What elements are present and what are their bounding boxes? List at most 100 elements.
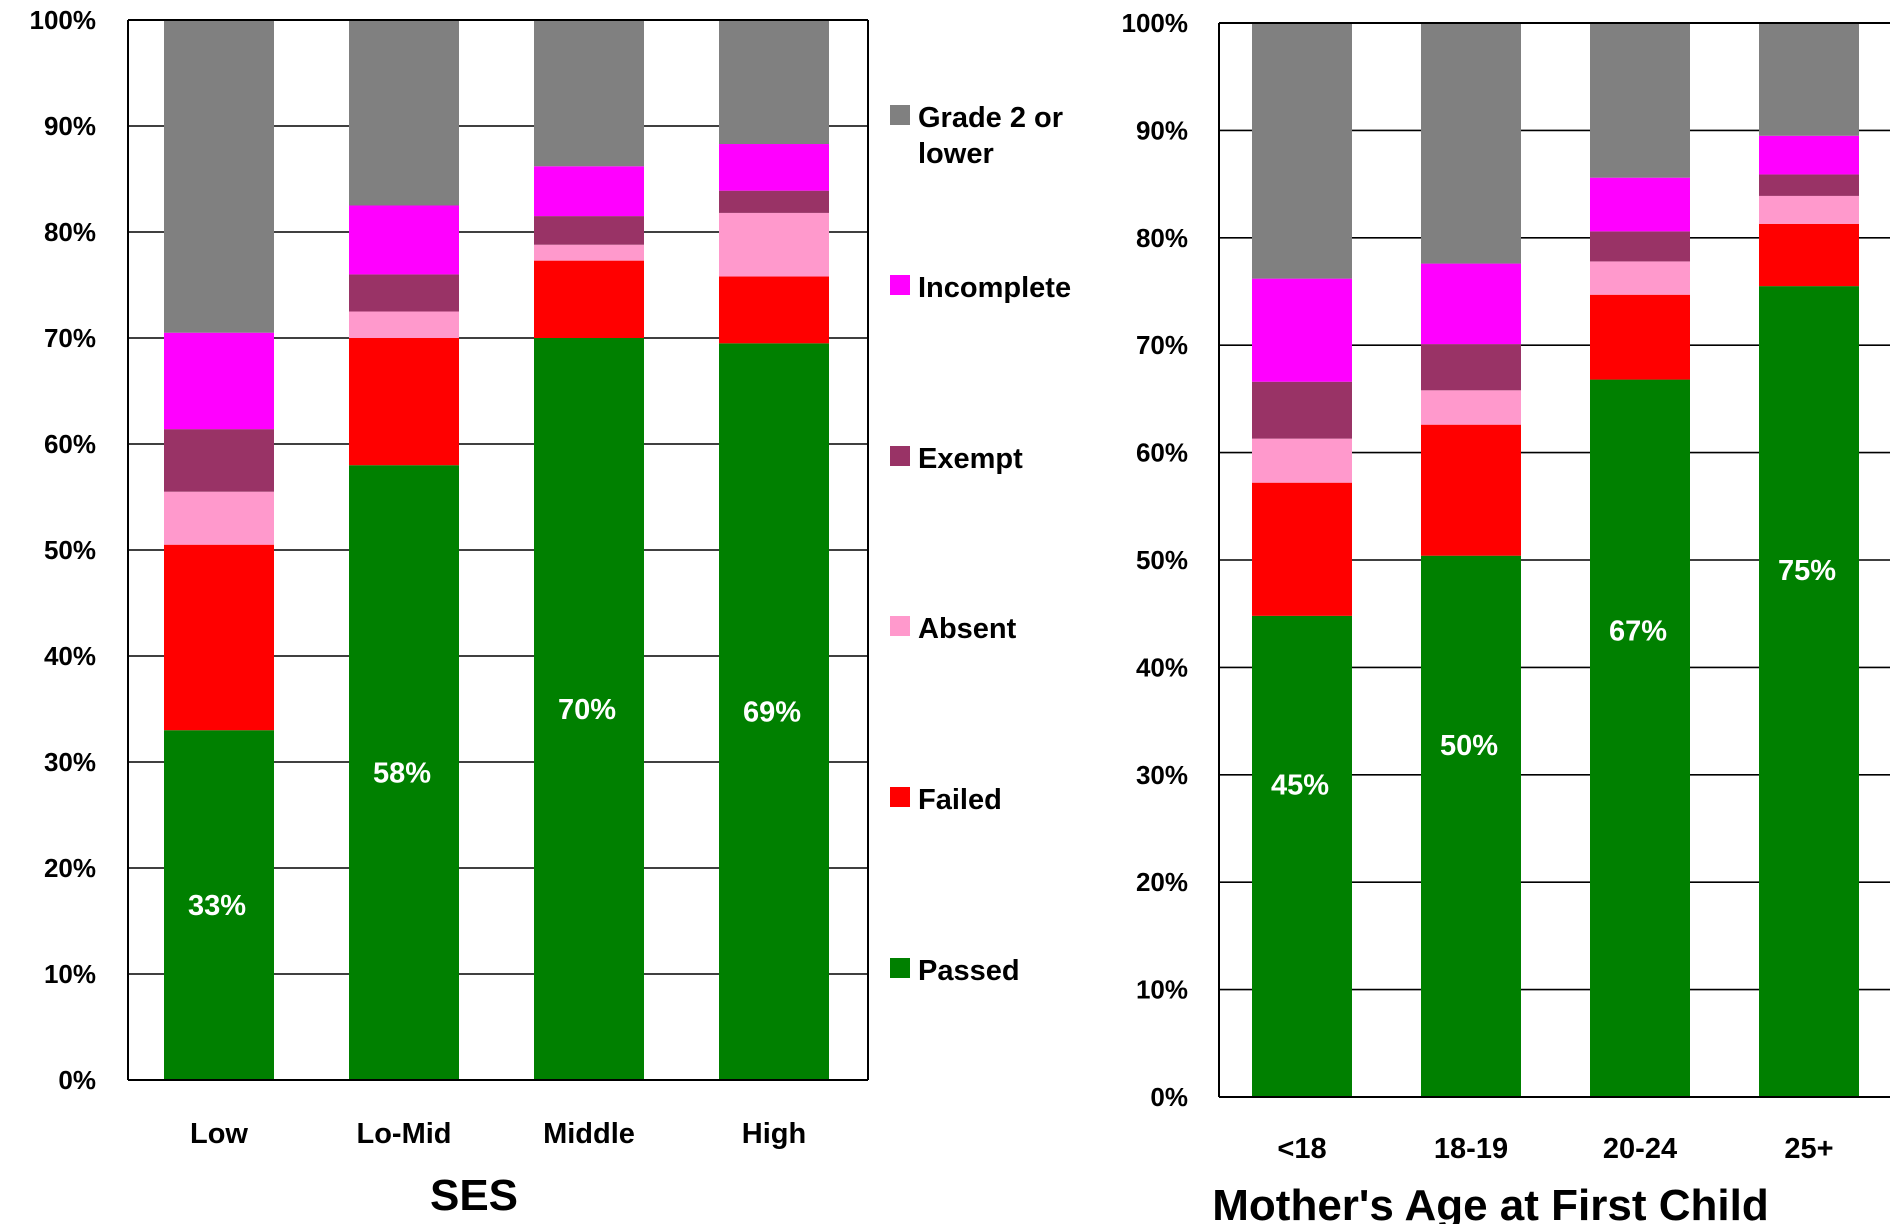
legend-swatch <box>890 958 910 978</box>
bar-segment-passed <box>164 730 274 1080</box>
bar-segment-exempt <box>1252 381 1352 439</box>
y-tick-label: 70% <box>44 323 96 353</box>
y-tick-label: 20% <box>44 853 96 883</box>
y-tick-label: 0% <box>1150 1082 1188 1112</box>
legend-label: Failed <box>918 784 1002 816</box>
y-tick-label: 0% <box>58 1065 96 1095</box>
y-tick-label: 90% <box>1136 115 1188 145</box>
bar-segment-exempt <box>534 216 644 245</box>
y-tick-label: 80% <box>44 217 96 247</box>
bar-segment-incomplete <box>1590 177 1690 232</box>
bar-segment-failed <box>1252 482 1352 616</box>
bar-segment-exempt <box>164 429 274 492</box>
y-tick-label: 70% <box>1136 330 1188 360</box>
bar-segment-grade-2-or-lower <box>1759 23 1859 136</box>
bar-segment-exempt <box>1421 344 1521 391</box>
bar-segment-absent <box>1759 195 1859 224</box>
y-tick-label: 100% <box>30 5 97 35</box>
legend-label: Exempt <box>918 443 1023 475</box>
x-tick-label: Lo-Mid <box>356 1118 451 1150</box>
bar-segment-passed <box>719 343 829 1080</box>
legend-swatch <box>890 275 910 295</box>
bar-segment-grade-2-or-lower <box>534 20 644 167</box>
bar-segment-incomplete <box>1252 278 1352 382</box>
legend: Grade 2 or lower Incomplete Exempt Absent Fai… <box>890 102 1071 987</box>
bar-segment-passed <box>349 465 459 1080</box>
bar-segment-absent <box>1590 261 1690 295</box>
x-tick-label: High <box>742 1118 806 1150</box>
bar-segment-failed <box>1421 424 1521 556</box>
chart-1: 0% 10% 20% 30% 40% 50% 60% 70% 80% 90% 100% Low Lo-M… <box>30 5 1072 1220</box>
y-tick-label: 10% <box>44 959 96 989</box>
legend-swatch <box>890 616 910 636</box>
bar-segment-passed <box>1759 286 1859 1097</box>
bar-segment-failed <box>1759 223 1859 287</box>
data-label: 69% <box>743 697 801 729</box>
y-tick-label: 20% <box>1136 867 1188 897</box>
bar-segment-grade-2-or-lower <box>1252 23 1352 279</box>
chart-2: 0% 10% 20% 30% 40% 50% 60% 70% 80% 90% 100% <18 18-1… <box>1122 8 1890 1224</box>
bar-segment-absent <box>534 244 644 261</box>
bar-segment-failed <box>534 260 644 338</box>
bar-segment-grade-2-or-lower <box>164 20 274 333</box>
bar-segment-exempt <box>719 190 829 213</box>
bar-segment-incomplete <box>534 166 644 217</box>
bar-segment-absent <box>1421 390 1521 425</box>
bar-segment-failed <box>1590 294 1690 380</box>
x-tick-label: 18-19 <box>1434 1133 1508 1165</box>
x-axis-title: SES <box>430 1171 518 1220</box>
y-tick-label: 30% <box>1136 760 1188 790</box>
bar-segment-incomplete <box>349 205 459 275</box>
legend-label: Incomplete <box>918 272 1071 304</box>
data-label: 67% <box>1609 616 1667 648</box>
bar-segment-incomplete <box>164 332 274 430</box>
x-tick-label: Low <box>190 1118 248 1150</box>
bar-segment-grade-2-or-lower <box>349 20 459 206</box>
bar-segment-grade-2-or-lower <box>1590 23 1690 178</box>
bar-segment-incomplete <box>719 144 829 191</box>
legend-swatch <box>890 446 910 466</box>
data-label: 75% <box>1778 555 1836 587</box>
bar-segment-absent <box>719 212 829 277</box>
data-label: 50% <box>1440 730 1498 762</box>
y-tick-label: 10% <box>1136 975 1188 1005</box>
x-tick-label: <18 <box>1277 1133 1326 1165</box>
y-tick-label: 30% <box>44 747 96 777</box>
plot-frame <box>127 19 869 1081</box>
bar-segment-absent <box>1252 438 1352 483</box>
y-tick-label: 50% <box>44 535 96 565</box>
bar-segment-passed <box>534 338 644 1080</box>
x-tick-label: 25+ <box>1784 1133 1833 1165</box>
y-tick-label: 100% <box>1122 8 1189 38</box>
x-axis-title: Mother's Age at First Child <box>1212 1181 1768 1224</box>
data-label: 33% <box>188 890 246 922</box>
legend-swatch <box>890 105 910 125</box>
legend-label: Passed <box>918 955 1020 987</box>
y-tick-label: 60% <box>1136 438 1188 468</box>
legend-label: Absent <box>918 613 1017 645</box>
legend-label: Grade 2 or lower <box>918 102 1063 170</box>
data-label: 70% <box>558 694 616 726</box>
bar-segment-grade-2-or-lower <box>1421 23 1521 264</box>
bar-segment-failed <box>164 544 274 731</box>
bar-segment-incomplete <box>1759 135 1859 175</box>
bar-segment-exempt <box>349 274 459 312</box>
y-tick-label: 60% <box>44 429 96 459</box>
bar-segment-passed <box>1590 379 1690 1097</box>
bar-segment-passed <box>1252 615 1352 1097</box>
bar-segment-failed <box>349 338 459 466</box>
data-label: 58% <box>373 758 431 790</box>
x-tick-label: 20-24 <box>1603 1133 1677 1165</box>
y-tick-label: 90% <box>44 111 96 141</box>
bar-segment-incomplete <box>1421 263 1521 345</box>
data-label: 45% <box>1271 769 1329 801</box>
legend-swatch <box>890 787 910 807</box>
bar-segment-absent <box>349 311 459 338</box>
bar-segment-exempt <box>1759 174 1859 196</box>
x-tick-label: Middle <box>543 1118 635 1150</box>
plot-frame <box>1218 22 1890 1098</box>
bar-segment-exempt <box>1590 231 1690 262</box>
y-tick-label: 50% <box>1136 545 1188 575</box>
y-tick-label: 40% <box>44 641 96 671</box>
